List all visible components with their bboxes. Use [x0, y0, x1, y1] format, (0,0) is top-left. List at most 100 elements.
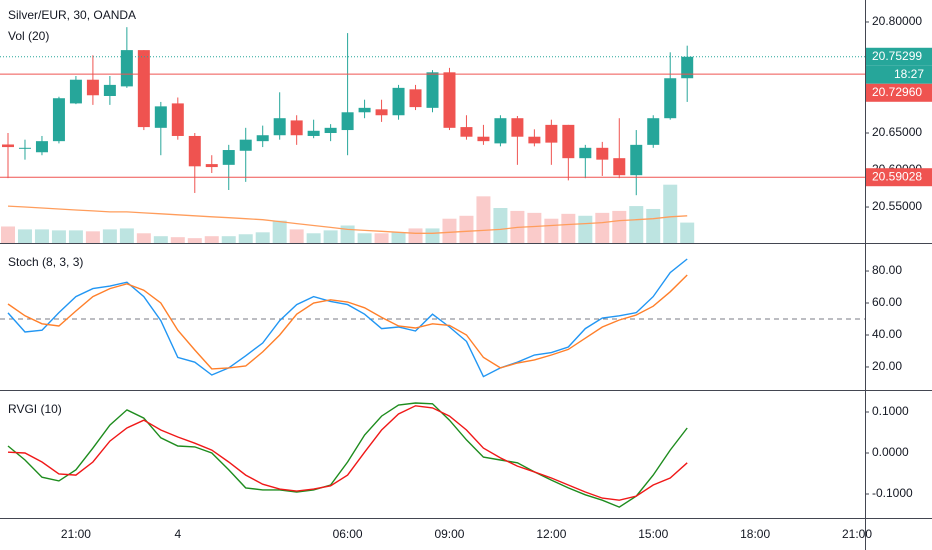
candle-body — [528, 136, 541, 144]
volume-bar — [272, 220, 287, 243]
candle-body — [443, 72, 456, 128]
indicator-line — [7, 402, 688, 508]
y-tick-label: 20.80000 — [872, 14, 922, 28]
volume-bar — [255, 232, 270, 243]
volume-bar — [221, 236, 236, 243]
candle-body — [239, 139, 252, 151]
y-tick-label: 0.0000 — [872, 445, 909, 459]
volume-bar — [187, 238, 202, 243]
indicator-line — [7, 258, 688, 378]
candle-body — [375, 109, 388, 116]
volume-bar — [476, 196, 491, 243]
candle-body — [460, 127, 473, 137]
indicator-line — [7, 405, 688, 501]
rvgi-title: RVGI (10) — [8, 402, 62, 416]
candle-body — [579, 147, 592, 159]
y-tick-label: 80.00 — [872, 263, 902, 277]
x-tick-label: 21:00 — [842, 527, 872, 541]
candle-body — [511, 118, 524, 137]
candle-body — [18, 147, 31, 149]
x-tick-label: 18:00 — [740, 527, 770, 541]
price-line-box — [866, 83, 932, 102]
volume-bar — [1, 226, 15, 243]
volume-bar — [238, 234, 253, 243]
volume-bar — [442, 218, 457, 243]
volume-bar — [646, 208, 661, 243]
volume-bar — [459, 215, 474, 243]
candle-body — [52, 98, 65, 142]
price-line-label: 20.59028 — [872, 169, 922, 183]
volume-bar — [357, 233, 372, 243]
candle-body — [222, 150, 235, 165]
x-tick-label: 06:00 — [333, 527, 363, 541]
volume-bar — [578, 215, 593, 243]
candle-body — [137, 50, 150, 128]
x-tick-label: 09:00 — [434, 527, 464, 541]
volume-bar — [85, 231, 100, 243]
y-tick-label: 60.00 — [872, 295, 902, 309]
candle-body — [613, 158, 626, 176]
candle-body — [545, 124, 558, 143]
candle-body — [69, 79, 82, 104]
candle-body — [562, 124, 575, 159]
candle-body — [171, 103, 184, 136]
volume-bar — [170, 237, 185, 243]
candle-body — [494, 118, 507, 144]
volume-bar — [34, 229, 49, 243]
volume-bar — [119, 228, 134, 243]
volume-ma-line — [7, 205, 688, 234]
volume-bar — [629, 206, 644, 243]
candle-body — [477, 136, 490, 142]
candle-body — [290, 120, 303, 136]
volume-bar — [153, 236, 168, 243]
candle-body — [426, 72, 439, 108]
volume-bar — [102, 229, 117, 243]
volume-bar — [527, 212, 542, 243]
last-price-box — [866, 47, 932, 66]
volume-bar — [561, 213, 576, 243]
candle-body — [307, 130, 320, 136]
volume-bar — [136, 233, 151, 243]
candle-body — [35, 141, 48, 153]
volume-bar — [544, 218, 559, 243]
volume-bar — [680, 222, 695, 243]
symbol-title: Silver/EUR, 30, OANDA — [8, 8, 136, 22]
candle-body — [154, 106, 167, 128]
candle-body — [647, 118, 660, 145]
candle-body — [2, 144, 14, 148]
volume-bar — [391, 232, 406, 243]
y-tick-label: 0.1000 — [872, 404, 909, 418]
y-tick-label: 40.00 — [872, 327, 902, 341]
candle-body — [103, 84, 116, 97]
volume-bar — [204, 236, 219, 243]
candle-body — [341, 112, 354, 131]
volume-title: Vol (20) — [8, 29, 49, 43]
candle-body — [409, 89, 422, 108]
price-line-label: 20.72960 — [872, 85, 922, 99]
volume-bar — [51, 230, 66, 243]
volume-bar — [493, 208, 508, 243]
y-tick-label: 20.65000 — [872, 125, 922, 139]
stoch-title: Stoch (8, 3, 3) — [8, 255, 83, 269]
volume-bar — [323, 230, 338, 243]
volume-bar — [306, 233, 321, 243]
x-tick-label: 4 — [174, 527, 181, 541]
x-tick-label: 21:00 — [61, 527, 91, 541]
candle-body — [120, 50, 133, 87]
candle-body — [256, 135, 269, 142]
volume-bar — [663, 184, 678, 243]
candle-body — [358, 107, 371, 113]
y-tick-label: 20.55000 — [872, 199, 922, 213]
candle-body — [324, 127, 337, 134]
volume-bar — [68, 230, 83, 243]
volume-bar — [595, 212, 610, 243]
volume-bar — [289, 229, 304, 243]
candle-body — [630, 144, 643, 176]
volume-bar — [612, 210, 627, 243]
y-tick-label: -0.1000 — [872, 486, 913, 500]
countdown-label: 18:27 — [894, 67, 924, 81]
countdown-box — [866, 65, 932, 84]
volume-bar — [374, 233, 389, 243]
